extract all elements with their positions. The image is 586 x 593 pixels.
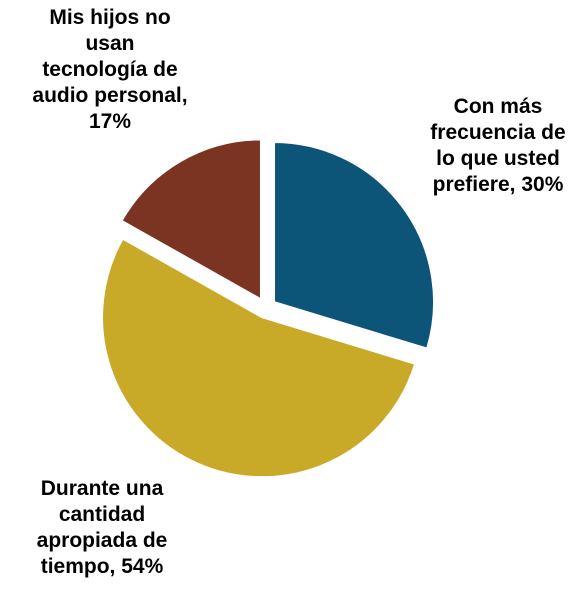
- pie-slice-3: [120, 138, 262, 302]
- pie-slice-2: [101, 237, 417, 479]
- slice-label-mis-hijos-no-usan: Mis hijos no usan tecnología de audio pe…: [32, 6, 188, 133]
- pie-slice-1: [273, 141, 435, 350]
- slice-label-con-mas-frecuencia: Con más frecuencia de lo que usted prefi…: [430, 95, 566, 196]
- slice-label-durante-cantidad-apropiada: Durante una cantidad apropiada de tiempo…: [36, 477, 168, 578]
